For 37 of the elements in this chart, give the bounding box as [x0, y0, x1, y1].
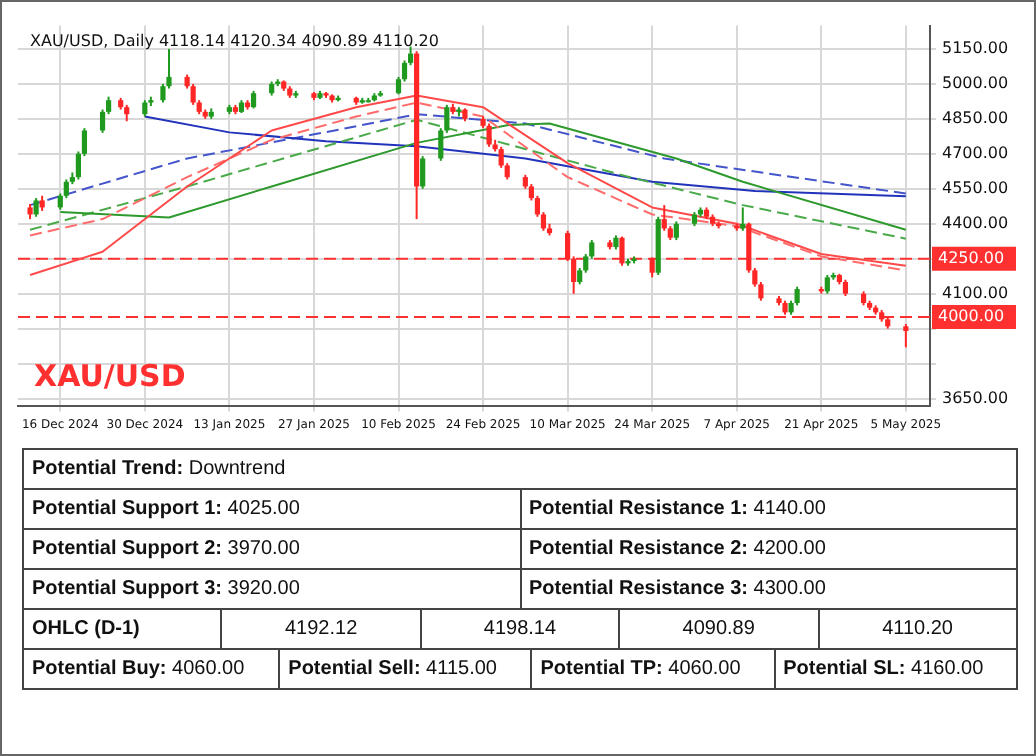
text: Potential Support 2: 3970.00 [23, 529, 520, 569]
ref-line-label: 4000.00 [938, 307, 1005, 326]
y-tick-label: 4700.00 [942, 143, 1009, 162]
text: Potential Resistance 2: 4200.00 [520, 529, 1017, 569]
candlestick [673, 220, 679, 242]
text: Potential SL: 4160.00 [774, 649, 1017, 689]
y-tick-label: 4850.00 [942, 109, 1009, 128]
text: 4110.20 [818, 609, 1017, 649]
ref-line-label: 4250.00 [938, 248, 1005, 267]
text: Potential Sell: 4115.00 [279, 649, 532, 689]
candlestick [190, 82, 196, 106]
candlestick [420, 155, 426, 190]
text: 4192.12 [221, 609, 421, 649]
y-tick-label: 5150.00 [942, 39, 1009, 58]
y-tick-label: 5000.00 [942, 74, 1009, 93]
text: Potential TP: 4060.00 [531, 649, 775, 689]
candlestick [33, 197, 39, 218]
y-tick-label: 4400.00 [942, 213, 1009, 232]
candlestick [661, 204, 667, 232]
candlestick [486, 122, 492, 148]
chart-title: XAU/USD, Daily 4118.14 4120.34 4090.89 4110.20 [30, 31, 439, 50]
candlestick [903, 323, 909, 349]
y-tick-label: 4550.00 [942, 178, 1009, 197]
annotation: XAU/USD [34, 358, 186, 395]
text: 4090.89 [619, 609, 819, 649]
text: Potential Support 1: 4025.00 [23, 489, 520, 529]
text: Potential Buy: 4060.00 [23, 649, 280, 689]
candlestick [824, 274, 830, 295]
text: Potential Trend: Downtrend [23, 449, 1017, 489]
text: 4198.14 [420, 609, 620, 649]
text: OHLC (D-1) [32, 618, 140, 640]
y-tick-label: 3650.00 [942, 388, 1009, 407]
text: Potential Support 3: 3920.00 [23, 569, 520, 609]
candlestick [794, 285, 800, 307]
text: Potential Resistance 3: 4300.00 [520, 569, 1017, 609]
text: Potential Resistance 1: 4140.00 [520, 489, 1017, 529]
y-tick-label: 4100.00 [942, 283, 1009, 302]
